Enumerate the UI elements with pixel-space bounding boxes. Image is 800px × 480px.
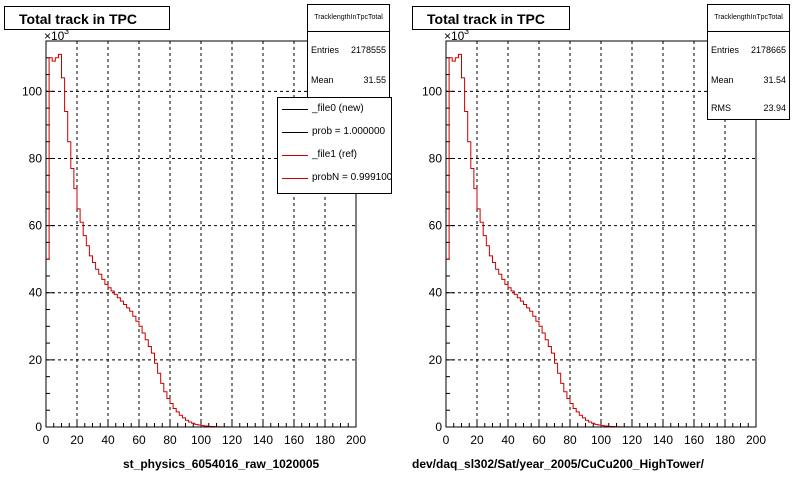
right-plot-frame — [445, 40, 757, 428]
right-stats-box: TracklengthInTpcTotal Entries 2178665 Mea… — [707, 4, 790, 120]
left-x-tick-label: 200 — [346, 433, 366, 447]
right-x-tick-label: 0 — [443, 433, 450, 447]
left-x-tick-label: 100 — [191, 433, 211, 447]
left-plot-frame — [45, 40, 357, 428]
right-y-multiplier: ×10 — [444, 29, 465, 43]
right-y-tick-label: 0 — [435, 420, 442, 434]
legend-swatch — [282, 178, 308, 179]
right-x-tick-label: 200 — [746, 433, 766, 447]
right-x-tick-label: 80 — [563, 433, 577, 447]
legend-entry: _file0 (new) — [278, 102, 391, 118]
left-x-tick-label: 40 — [101, 433, 115, 447]
left-x-tick-label: 60 — [132, 433, 146, 447]
left-x-tick-label: 160 — [284, 433, 304, 447]
legend-entry: probN = 0.999100 — [278, 171, 391, 187]
right-x-caption: dev/daq_sl302/Sat/year_2005/CuCu200_High… — [412, 457, 704, 471]
left-x-tick-label: 20 — [70, 433, 84, 447]
left-x-tick-label: 120 — [222, 433, 242, 447]
right-x-tick-label: 60 — [532, 433, 546, 447]
right-y-tick-label: 60 — [429, 219, 443, 233]
left-y-tick-label: 0 — [35, 420, 42, 434]
right-x-tick-label: 140 — [653, 433, 673, 447]
left-x-tick-label: 0 — [43, 433, 50, 447]
legend-swatch — [282, 155, 308, 156]
left-stats-entries: Entries 2178555 — [311, 45, 386, 55]
left-y-tick-label: 40 — [29, 286, 43, 300]
right-stats-mean: Mean 31.54 — [711, 75, 786, 85]
right-y-tick-label: 20 — [429, 353, 443, 367]
left-y-tick-label: 80 — [29, 151, 43, 165]
right-title: Total track in TPC — [412, 6, 570, 30]
legend-swatch — [282, 132, 308, 133]
right-stats-entries: Entries 2178665 — [711, 45, 786, 55]
left-legend: _file0 (new) prob = 1.000000 _file1 (ref… — [277, 97, 392, 194]
left-y-tick-label: 100 — [22, 84, 42, 98]
left-histogram-series — [45, 53, 356, 428]
left-stats-name: TracklengthInTpcTotal — [308, 5, 389, 32]
right-stats-rms: RMS 23.94 — [711, 103, 786, 113]
right-x-tick-label: 100 — [591, 433, 611, 447]
legend-swatch — [282, 109, 308, 110]
right-x-tick-label: 120 — [622, 433, 642, 447]
left-title: Total track in TPC — [4, 6, 170, 30]
left-stats-box: TracklengthInTpcTotal Entries 2178555 Mea… — [307, 4, 390, 114]
right-stats-name: TracklengthInTpcTotal — [708, 5, 789, 32]
left-x-tick-label: 180 — [315, 433, 335, 447]
left-x-caption: st_physics_6054016_raw_1020005 — [123, 457, 320, 471]
right-y-tick-label: 40 — [429, 286, 443, 300]
legend-entry: prob = 1.000000 — [278, 125, 391, 141]
right-x-tick-label: 180 — [715, 433, 735, 447]
left-stats-mean: Mean 31.55 — [311, 75, 386, 85]
right-x-tick-label: 40 — [501, 433, 515, 447]
left-y-tick-label: 60 — [29, 219, 43, 233]
left-x-tick-label: 140 — [253, 433, 273, 447]
legend-entry: _file1 (ref) — [278, 148, 391, 164]
left-y-tick-label: 20 — [29, 353, 43, 367]
right-x-tick-label: 20 — [470, 433, 484, 447]
left-y-multiplier: ×10 — [44, 29, 65, 43]
right-x-tick-label: 160 — [684, 433, 704, 447]
right-y-tick-label: 80 — [429, 151, 443, 165]
right-y-multiplier-exp: 3 — [464, 26, 469, 36]
left-x-tick-label: 80 — [163, 433, 177, 447]
right-y-tick-label: 100 — [422, 84, 442, 98]
right-histogram-series — [445, 53, 756, 428]
left-y-multiplier-exp: 3 — [64, 26, 69, 36]
